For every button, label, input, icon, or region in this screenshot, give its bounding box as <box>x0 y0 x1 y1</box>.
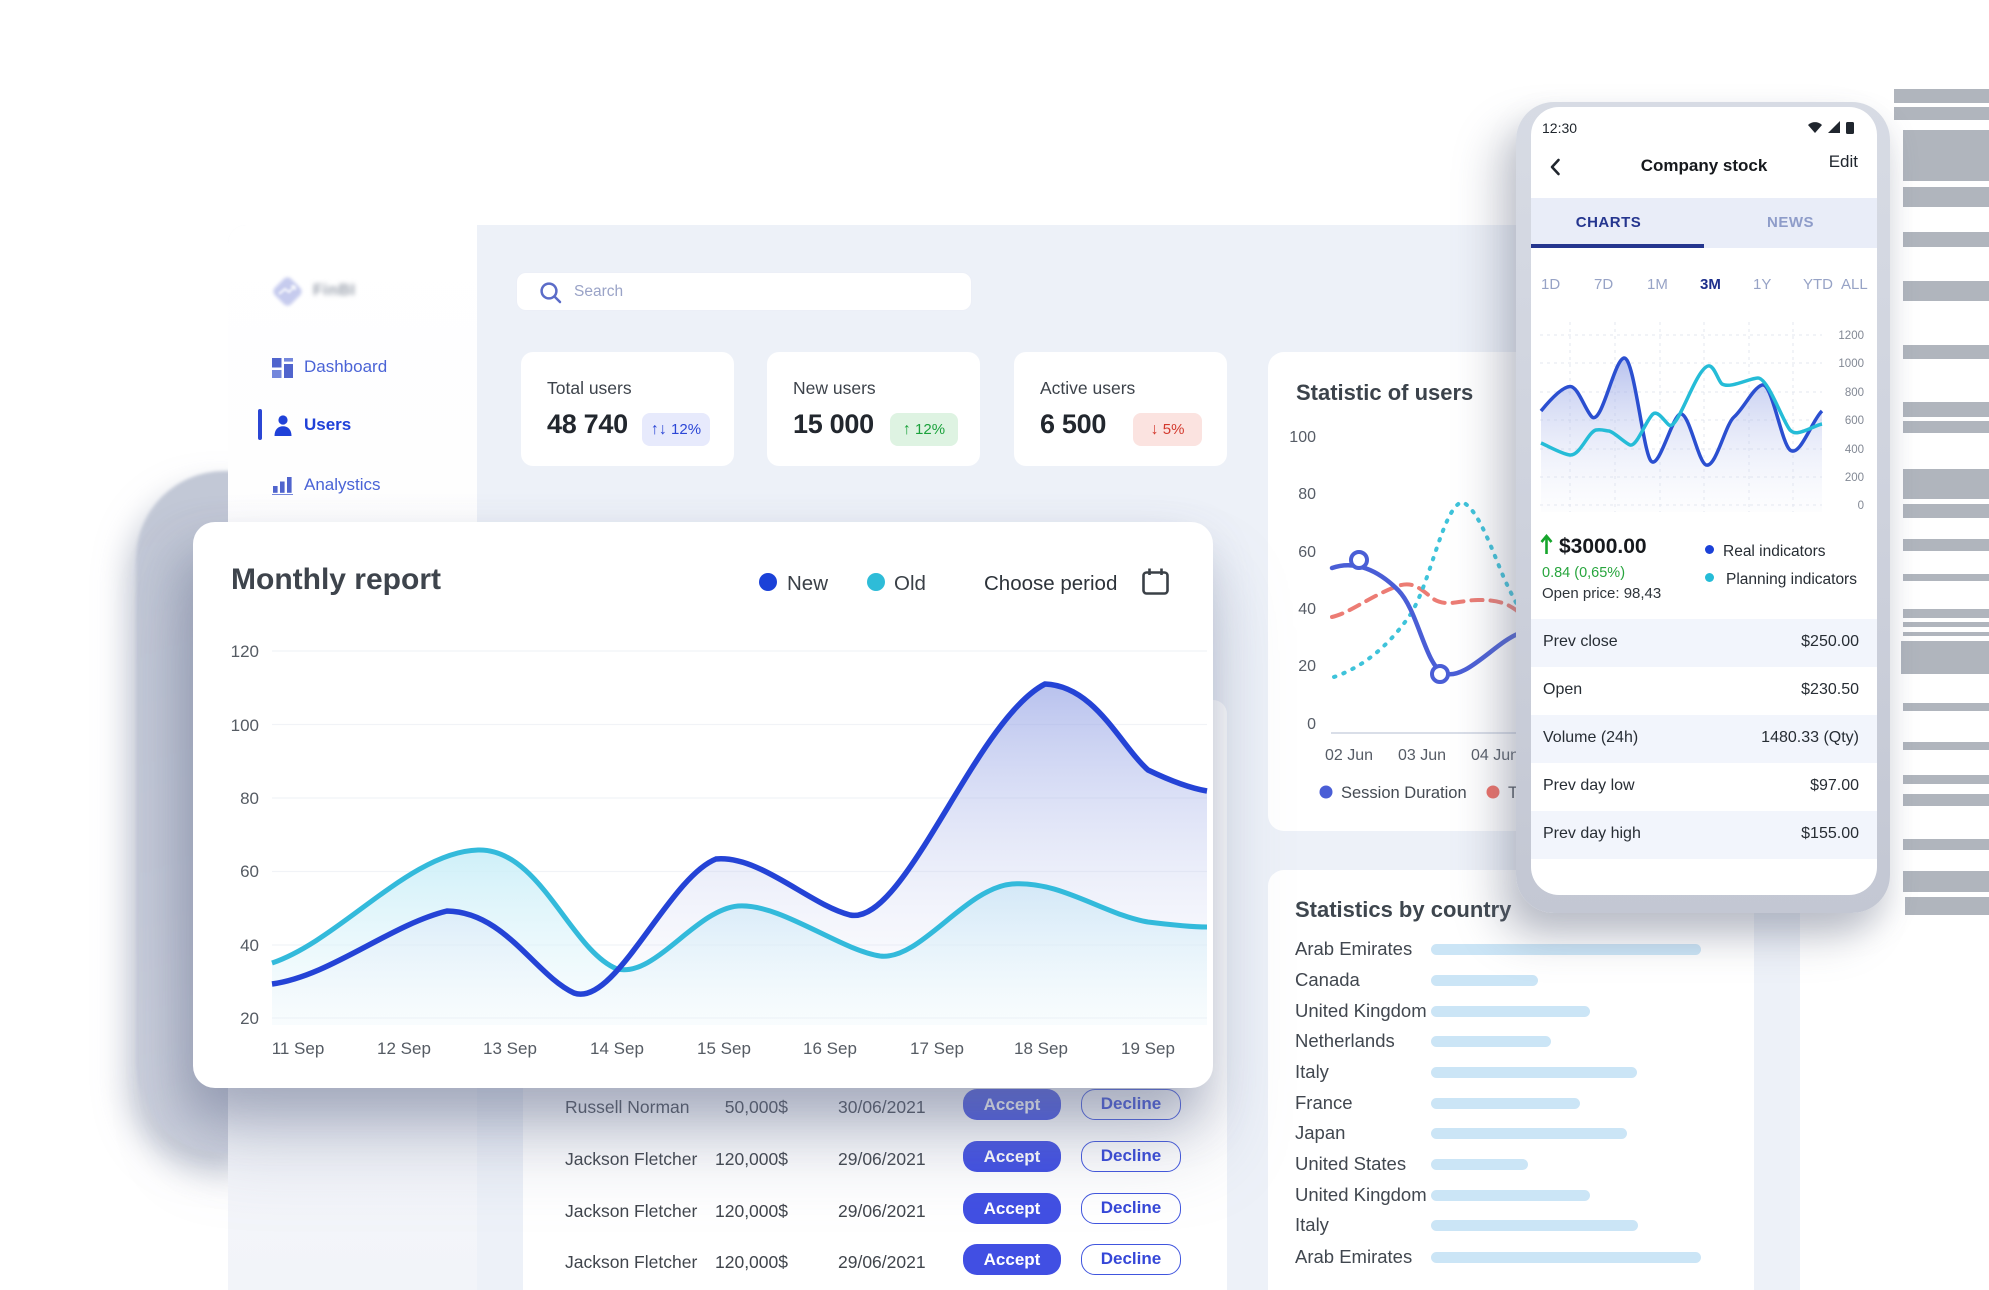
svg-text:16 Sep: 16 Sep <box>803 1039 857 1058</box>
svg-text:Session Duration: Session Duration <box>1341 784 1467 802</box>
svg-text:18 Sep: 18 Sep <box>1014 1039 1068 1058</box>
svg-text:100: 100 <box>1289 429 1316 446</box>
svg-text:02 Jun: 02 Jun <box>1325 747 1373 764</box>
svg-text:200: 200 <box>1845 472 1864 484</box>
svg-text:80: 80 <box>240 789 259 808</box>
svg-text:800: 800 <box>1845 387 1864 399</box>
svg-text:19 Sep: 19 Sep <box>1121 1039 1175 1058</box>
svg-text:60: 60 <box>240 862 259 881</box>
svg-text:13 Sep: 13 Sep <box>483 1039 537 1058</box>
svg-text:04 Jun: 04 Jun <box>1471 747 1519 764</box>
svg-text:400: 400 <box>1845 444 1864 456</box>
svg-text:1200: 1200 <box>1838 330 1864 342</box>
svg-text:80: 80 <box>1298 486 1316 503</box>
svg-text:40: 40 <box>240 936 259 955</box>
svg-text:0: 0 <box>1858 500 1864 512</box>
svg-text:60: 60 <box>1298 544 1316 561</box>
svg-text:100: 100 <box>231 716 259 735</box>
svg-text:120: 120 <box>231 642 259 661</box>
svg-text:1000: 1000 <box>1838 358 1864 370</box>
svg-text:20: 20 <box>240 1009 259 1028</box>
svg-text:15 Sep: 15 Sep <box>697 1039 751 1058</box>
svg-text:11 Sep: 11 Sep <box>272 1039 325 1058</box>
svg-text:600: 600 <box>1845 415 1864 427</box>
svg-text:14 Sep: 14 Sep <box>590 1039 644 1058</box>
svg-text:0: 0 <box>1307 716 1316 733</box>
svg-text:03 Jun: 03 Jun <box>1398 747 1446 764</box>
svg-text:17 Sep: 17 Sep <box>910 1039 964 1058</box>
svg-text:40: 40 <box>1298 601 1316 618</box>
svg-text:12 Sep: 12 Sep <box>377 1039 431 1058</box>
svg-text:20: 20 <box>1298 658 1316 675</box>
